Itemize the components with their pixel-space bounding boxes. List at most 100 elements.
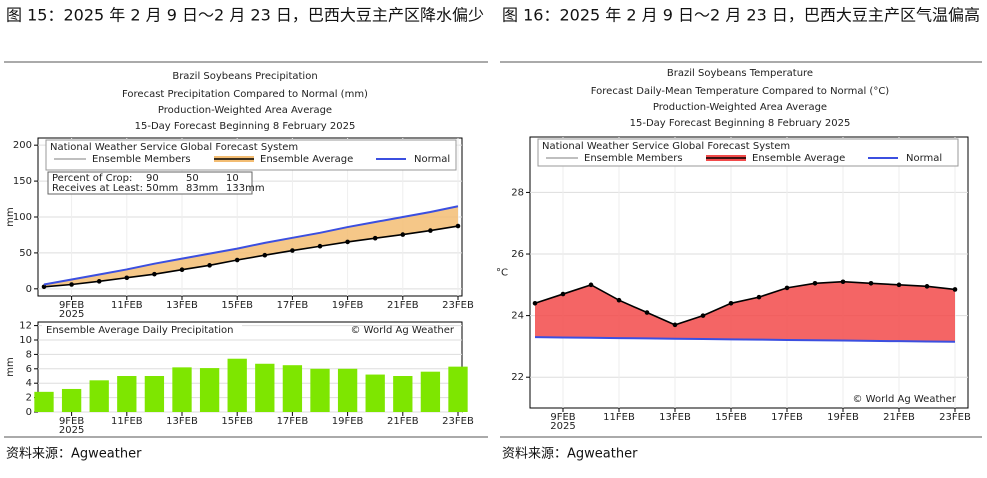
table-cell: Receives at Least: — [52, 183, 143, 194]
bar — [365, 374, 385, 412]
chart-subtitle: 15-Day Forecast Beginning 8 February 202… — [135, 121, 356, 132]
bar — [117, 376, 137, 412]
x-tick-label: 15FEB — [715, 412, 747, 423]
point — [924, 284, 930, 289]
point — [616, 297, 622, 303]
chart-subtitle: Forecast Daily-Mean Temperature Compared… — [591, 86, 890, 97]
point — [840, 279, 846, 285]
legend-label: Normal — [906, 153, 942, 164]
plot-frame — [529, 136, 969, 409]
bar — [282, 365, 303, 412]
point — [455, 223, 461, 229]
table-cell: 83mm — [186, 183, 218, 194]
y-tick-label: 150 — [13, 176, 32, 187]
point — [560, 291, 566, 297]
title-box — [42, 324, 242, 336]
point — [868, 280, 874, 286]
y-tick-label: 200 — [13, 140, 32, 151]
x-tick-label: 21FEB — [387, 300, 419, 311]
y-tick-label: 0 — [26, 284, 32, 295]
y-tick-label: 0 — [26, 407, 32, 418]
point — [372, 235, 378, 241]
bar — [337, 368, 358, 412]
table-cell: 50 — [186, 173, 199, 184]
y-tick-label: 10 — [19, 335, 32, 346]
y-tick-label: 100 — [13, 212, 32, 223]
legend-box — [45, 139, 457, 171]
bar — [89, 380, 109, 412]
series-line — [534, 336, 956, 343]
point — [700, 313, 706, 318]
bar — [61, 388, 82, 412]
anomaly-fill — [535, 281, 955, 342]
legend-label: Normal — [414, 154, 450, 165]
credit: © World Ag Weather — [351, 325, 455, 336]
x-tick-label: 13FEB — [166, 416, 198, 427]
x-tick-label: 19FEB — [827, 412, 859, 423]
series-line — [43, 205, 459, 286]
x-tick-label: 19FEB — [332, 300, 364, 311]
point — [41, 284, 47, 290]
x-tick-label: 13FEB — [659, 412, 691, 423]
y-axis-label: °C — [496, 268, 508, 279]
x-tick-label: 15FEB — [221, 416, 253, 427]
x-tick-label: 17FEB — [277, 300, 309, 311]
point — [400, 232, 406, 237]
x-tick-label: 21FEB — [883, 412, 915, 423]
chart-title: Brazil Soybeans Precipitation — [172, 71, 317, 82]
chart-subtitle: Forecast Precipitation Compared to Norma… — [122, 89, 368, 100]
point — [179, 267, 185, 273]
x-tick-label: 9FEB — [59, 300, 84, 311]
series-line — [534, 280, 956, 326]
x-tick-label: 23FEB — [939, 412, 971, 423]
x-tick-label: 9FEB — [550, 412, 575, 423]
chart-title: Ensemble Average Daily Precipitation — [46, 325, 233, 336]
y-tick-label: 6 — [26, 364, 32, 375]
point — [896, 282, 902, 288]
point — [812, 280, 818, 286]
table-cell: 90 — [146, 173, 159, 184]
x-tick-label: 17FEB — [277, 416, 309, 427]
point — [124, 275, 130, 281]
legend-label: Ensemble Members — [92, 154, 191, 165]
bar — [448, 366, 468, 412]
bar — [144, 376, 165, 412]
x-tick-label: 23FEB — [442, 416, 474, 427]
point — [290, 248, 295, 253]
chart-subtitle: Production-Weighted Area Average — [158, 105, 332, 116]
point — [532, 300, 538, 306]
chart-title: Brazil Soybeans Temperature — [667, 68, 813, 79]
point — [756, 294, 762, 300]
x-tick-label: 11FEB — [603, 412, 635, 423]
x-tick-label: 9FEB — [59, 416, 84, 427]
x-tick-label: 11FEB — [111, 300, 143, 311]
x-tick-label: 21FEB — [387, 416, 419, 427]
point — [588, 282, 594, 288]
bar — [34, 391, 54, 412]
bar — [420, 371, 441, 412]
point — [644, 310, 650, 315]
point — [234, 257, 240, 263]
y-axis-label: mm — [5, 357, 16, 376]
point — [207, 263, 212, 268]
x-sublabel: 2025 — [59, 309, 84, 320]
y-tick-label: 24 — [511, 311, 524, 322]
x-tick-label: 23FEB — [442, 300, 474, 311]
source: 资料来源：Agweather — [502, 447, 638, 462]
caption: 图 16：2025 年 2 月 9 日～2 月 23 日，巴西大豆主产区气温偏高 — [502, 6, 980, 25]
x-tick-label: 15FEB — [221, 300, 253, 311]
y-tick-label: 12 — [19, 321, 32, 332]
chart-subtitle: 15-Day Forecast Beginning 8 February 202… — [630, 118, 851, 129]
table-cell: 50mm — [146, 183, 178, 194]
x-sublabel: 2025 — [550, 421, 575, 432]
legend-title: National Weather Service Global Forecast… — [542, 141, 790, 152]
chart-subtitle: Production-Weighted Area Average — [653, 102, 827, 113]
point — [428, 228, 433, 233]
point — [69, 282, 74, 287]
caption: 图 15：2025 年 2 月 9 日～2 月 23 日，巴西大豆主产区降水偏少 — [6, 6, 484, 25]
table-box — [47, 171, 253, 195]
legend-box — [537, 138, 959, 167]
bar — [199, 368, 220, 412]
point — [672, 322, 678, 328]
x-tick-label: 17FEB — [771, 412, 803, 423]
